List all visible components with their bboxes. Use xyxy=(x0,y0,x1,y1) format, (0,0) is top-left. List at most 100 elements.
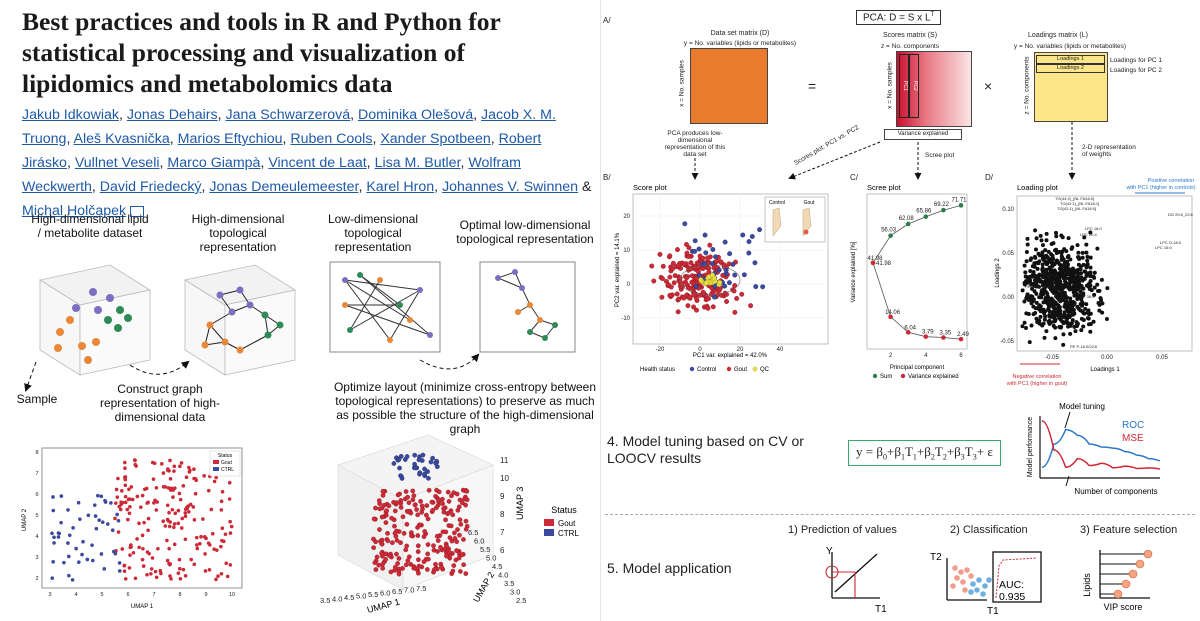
author-link[interactable]: Jacob X. M. Truong xyxy=(22,107,556,147)
loading-point xyxy=(1066,271,1071,276)
umap-3d-point-gout xyxy=(416,557,421,563)
loading-point xyxy=(1061,276,1066,281)
class-point-a xyxy=(958,569,964,575)
score-point-gout xyxy=(700,266,706,272)
umap-point-gout xyxy=(123,466,127,471)
loading-point xyxy=(1060,235,1065,240)
umap-point-gout xyxy=(179,461,184,465)
umap-3d-xtick: 7.5 xyxy=(416,584,426,593)
author-link[interactable]: Johannes V. Swinnen xyxy=(442,179,578,195)
positive-note-2: with PC1 (higher in controls) xyxy=(1125,185,1195,191)
umap-point-gout xyxy=(178,497,183,502)
loading-point xyxy=(1029,282,1034,287)
loading-point xyxy=(1052,307,1057,312)
loading-point xyxy=(1054,234,1059,239)
score-point-control xyxy=(732,272,738,278)
umap-3d-point-gout xyxy=(443,517,448,523)
umap-3d-point-gout xyxy=(415,543,421,549)
umap-3d-point-gout xyxy=(426,487,432,493)
author-link[interactable]: Karel Hron xyxy=(366,179,435,195)
umap-3d-point-gout xyxy=(404,521,410,527)
data-matrix-title: Data set matrix (D) xyxy=(710,30,770,37)
author-link[interactable]: Lisa M. Butler xyxy=(374,155,461,171)
umap-3d-point-gout xyxy=(403,547,409,553)
loading-point xyxy=(1038,233,1043,238)
umap-3d-point-gout xyxy=(425,516,431,522)
umap-point-gout xyxy=(113,516,117,521)
umap-2d-xtick: 10 xyxy=(229,592,235,598)
email-icon[interactable] xyxy=(130,205,145,217)
regression-equation: y = β0+β1T1+β2T2+β3T3+ ε xyxy=(848,440,1001,466)
pred-t1-label: T1 xyxy=(875,604,887,615)
score-point-gout xyxy=(674,291,680,297)
umap-point-ctrl xyxy=(52,535,56,540)
author-link[interactable]: Marios Eftychiou xyxy=(177,131,283,147)
umap-point-gout xyxy=(202,474,206,478)
score-point-gout xyxy=(676,296,682,302)
umap-3d-point-gout xyxy=(463,571,469,576)
umap-point-gout xyxy=(154,575,159,580)
loading-point xyxy=(1065,255,1070,260)
author-link[interactable]: Ruben Cools xyxy=(290,131,373,147)
loading-ytick: -0.05 xyxy=(1000,339,1014,345)
umap-point-ctrl xyxy=(74,546,78,551)
author-link[interactable]: Aleš Kvasnička xyxy=(73,131,170,147)
umap-point-gout xyxy=(191,505,196,509)
author-link[interactable]: Vullnet Veseli xyxy=(74,155,160,171)
loading-point xyxy=(1040,323,1045,328)
loading-point-label: LPC 18:0 xyxy=(1085,226,1102,231)
author-link[interactable]: David Friedecký xyxy=(99,179,202,195)
author-link[interactable]: Xander Spotbeen xyxy=(380,131,491,147)
scree-arrow-label: Scree plot xyxy=(925,152,955,159)
loading-point xyxy=(1052,286,1057,291)
author-link[interactable]: Jonas Demeulemeester xyxy=(209,179,359,195)
umap-3d-point-gout xyxy=(440,496,445,502)
score-plot-points xyxy=(649,221,766,315)
umap-3d-point-ctrl xyxy=(398,453,404,459)
author-link[interactable]: Marco Giampà xyxy=(167,155,261,171)
author-link[interactable]: Vincent de Laat xyxy=(268,155,367,171)
umap-3d-point-gout xyxy=(401,531,407,536)
score-point-qc xyxy=(698,277,704,283)
loading-point xyxy=(1059,254,1064,259)
umap-point-gout xyxy=(158,568,163,573)
loading-point xyxy=(1068,296,1073,301)
scree-point xyxy=(905,221,911,227)
umap-3d-point-gout xyxy=(394,538,400,543)
author-link[interactable]: Jana Schwarzerová xyxy=(225,107,351,123)
loading-point xyxy=(1020,324,1025,329)
eq-beta0: β xyxy=(876,444,883,459)
eq-t: T xyxy=(964,444,973,459)
umap-point-gout xyxy=(127,511,132,516)
umap-point-gout xyxy=(123,483,128,488)
umap-point-ctrl xyxy=(100,520,105,524)
umap-point-gout xyxy=(159,571,163,576)
author-link[interactable]: Jonas Dehairs xyxy=(126,107,218,123)
score-point-control xyxy=(682,221,688,227)
model-application-icons: Y T1 T2 T1 AUC: 0.935 Lipids VIP score xyxy=(825,546,1153,617)
score-point-gout xyxy=(684,250,690,256)
author-link[interactable]: Jakub Idkowiak xyxy=(22,107,119,123)
loading-point xyxy=(1062,284,1067,289)
umap-point-ctrl xyxy=(90,543,94,547)
author-link[interactable]: Robert Jirásko xyxy=(22,131,542,171)
loading-point xyxy=(1058,308,1063,313)
score-point-control xyxy=(753,284,759,290)
legend-ctrl-swatch xyxy=(213,467,219,471)
scree-data-label: 14.06 xyxy=(885,310,901,316)
score-point-gout xyxy=(684,275,690,281)
umap-3d-point-gout xyxy=(409,533,414,539)
author-link[interactable]: Wolfram Weckwerth xyxy=(22,155,521,195)
loading-point xyxy=(1069,246,1074,251)
score-point-gout xyxy=(739,291,745,297)
loading-point xyxy=(1035,266,1040,271)
author-link[interactable]: Dominika Olešová xyxy=(357,107,474,123)
umap-3d-point-gout xyxy=(405,509,411,515)
model-tuning-plot: Model tuning ROC MSE Model performance N… xyxy=(1027,402,1161,496)
loading-point xyxy=(1070,271,1075,276)
loading-xtick: 0.05 xyxy=(1156,355,1168,361)
umap-point-gout xyxy=(153,498,157,503)
loading-point xyxy=(1088,265,1093,270)
eq-sub: 1 xyxy=(900,452,905,462)
author-link[interactable]: Michal Holčapek xyxy=(22,203,127,219)
